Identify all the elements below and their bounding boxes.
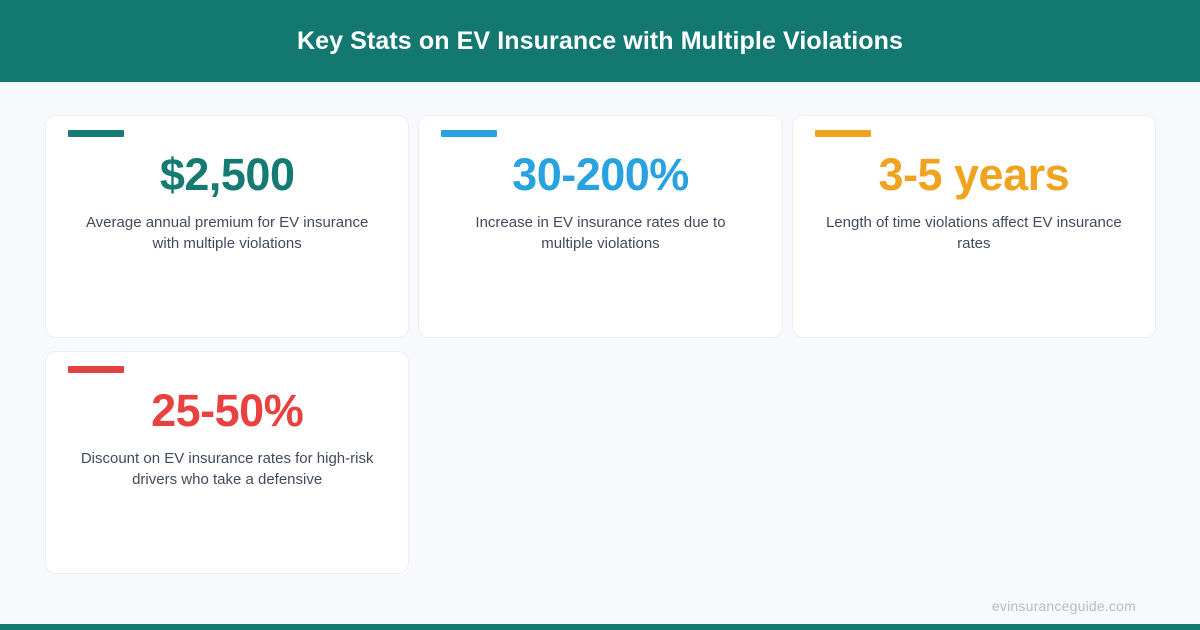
site-attribution: evinsuranceguide.com [991,598,1136,614]
stat-description: Discount on EV insurance rates for high-… [80,450,374,489]
accent-bar-icon [68,130,124,137]
stat-card: $2,500 Average annual premium for EV ins… [45,115,410,338]
page-title: Key Stats on EV Insurance with Multiple … [296,27,904,55]
stat-description: Increase in EV insurance rates due to mu… [475,214,726,253]
stat-card-grid: $2,500 Average annual premium for EV ins… [45,115,1156,574]
stat-card: 25-50% Discount on EV insurance rates fo… [45,351,410,574]
header-bar: Key Stats on EV Insurance with Multiple … [0,0,1200,82]
stat-value: 30-200% [512,149,689,200]
stat-value: $2,500 [159,149,295,200]
stat-value: 3-5 years [878,149,1070,200]
stat-description: Length of time violations affect EV insu… [825,214,1122,253]
accent-bar-icon [441,130,498,137]
accent-bar-icon [68,366,124,373]
accent-bar-icon [814,130,871,137]
stat-card: 30-200% Increase in EV insurance rates d… [418,115,783,338]
stat-description: Average annual premium for EV insurance … [85,214,369,253]
bottom-accent-strip [0,624,1200,630]
body-area: $2,500 Average annual premium for EV ins… [0,82,1200,630]
stat-card: 3-5 years Length of time violations affe… [791,115,1156,338]
stat-value: 25-50% [151,385,304,436]
